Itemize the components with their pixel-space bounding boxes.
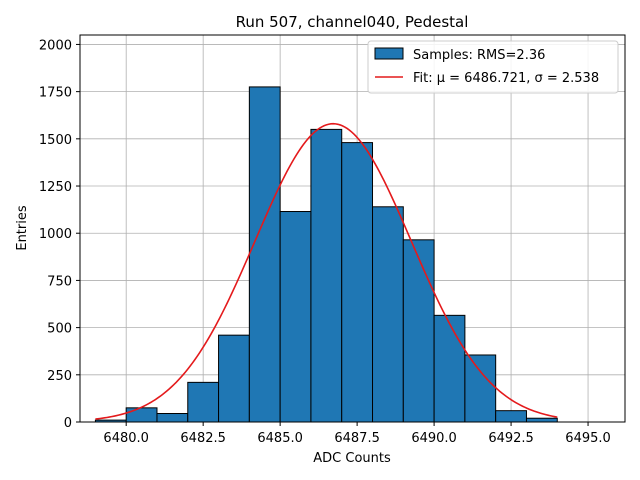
y-tick-label-7: 1750 [39,86,72,101]
legend: Samples: RMS=2.36 Fit: μ = 6486.721, σ =… [367,40,619,94]
histogram-bar-8 [341,142,374,423]
histogram-bar-14 [525,417,558,423]
legend-label-samples: Samples: RMS=2.36 [413,48,545,63]
x-tick-label-0: 6480.0 [103,431,149,446]
histogram-bar-1 [125,407,158,423]
y-tick-label-8: 2000 [39,38,72,53]
histogram-bar-12 [464,354,497,423]
histogram-bar-4 [218,334,250,423]
legend-label-fit: Fit: μ = 6486.721, σ = 2.538 [413,71,599,86]
histogram-bar-6 [279,211,312,423]
y-tick-label-4: 1000 [39,227,72,242]
y-tick-label-3: 750 [47,274,72,289]
histogram-bar-7 [310,128,343,423]
histogram-bar-13 [495,410,527,423]
y-tick-label-5: 1250 [39,180,72,195]
legend-box [367,40,619,94]
chart-title: Run 507, channel040, Pedestal [236,13,469,31]
x-axis-title: ADC Counts [313,451,391,466]
plot-area: 6480.0 6482.5 6485.0 6487.5 6490.0 6492.5 6495… [39,34,626,446]
y-axis-title: Entries [15,205,30,251]
histogram-bars [94,86,558,423]
legend-swatch-samples [374,47,404,60]
histogram-bar-3 [187,381,220,423]
x-tick-label-3: 6487.5 [334,431,380,446]
y-tick-label-1: 250 [47,369,72,384]
y-tick-label-6: 1500 [39,133,72,148]
x-tick-label-4: 6490.0 [411,431,457,446]
x-tick-label-1: 6482.5 [180,431,226,446]
x-tick-label-5: 6492.5 [488,431,534,446]
y-axis-ticks: 0 250 500 750 1000 1250 1500 1750 2000 [39,38,80,431]
histogram-bar-9 [372,206,404,423]
plot-frame [79,34,626,423]
y-tick-label-0: 0 [64,416,72,431]
y-tick-label-2: 500 [47,322,72,337]
x-tick-label-2: 6485.0 [257,431,303,446]
histogram-bar-5 [248,86,281,423]
histogram-bar-2 [156,413,189,423]
histogram-bar-10 [402,239,435,423]
x-axis-ticks: 6480.0 6482.5 6485.0 6487.5 6490.0 6492.5 6495… [103,422,611,446]
gaussian-fit-curve [95,122,558,420]
histogram-bar-11 [433,314,466,423]
x-tick-label-6: 6495.0 [565,431,611,446]
